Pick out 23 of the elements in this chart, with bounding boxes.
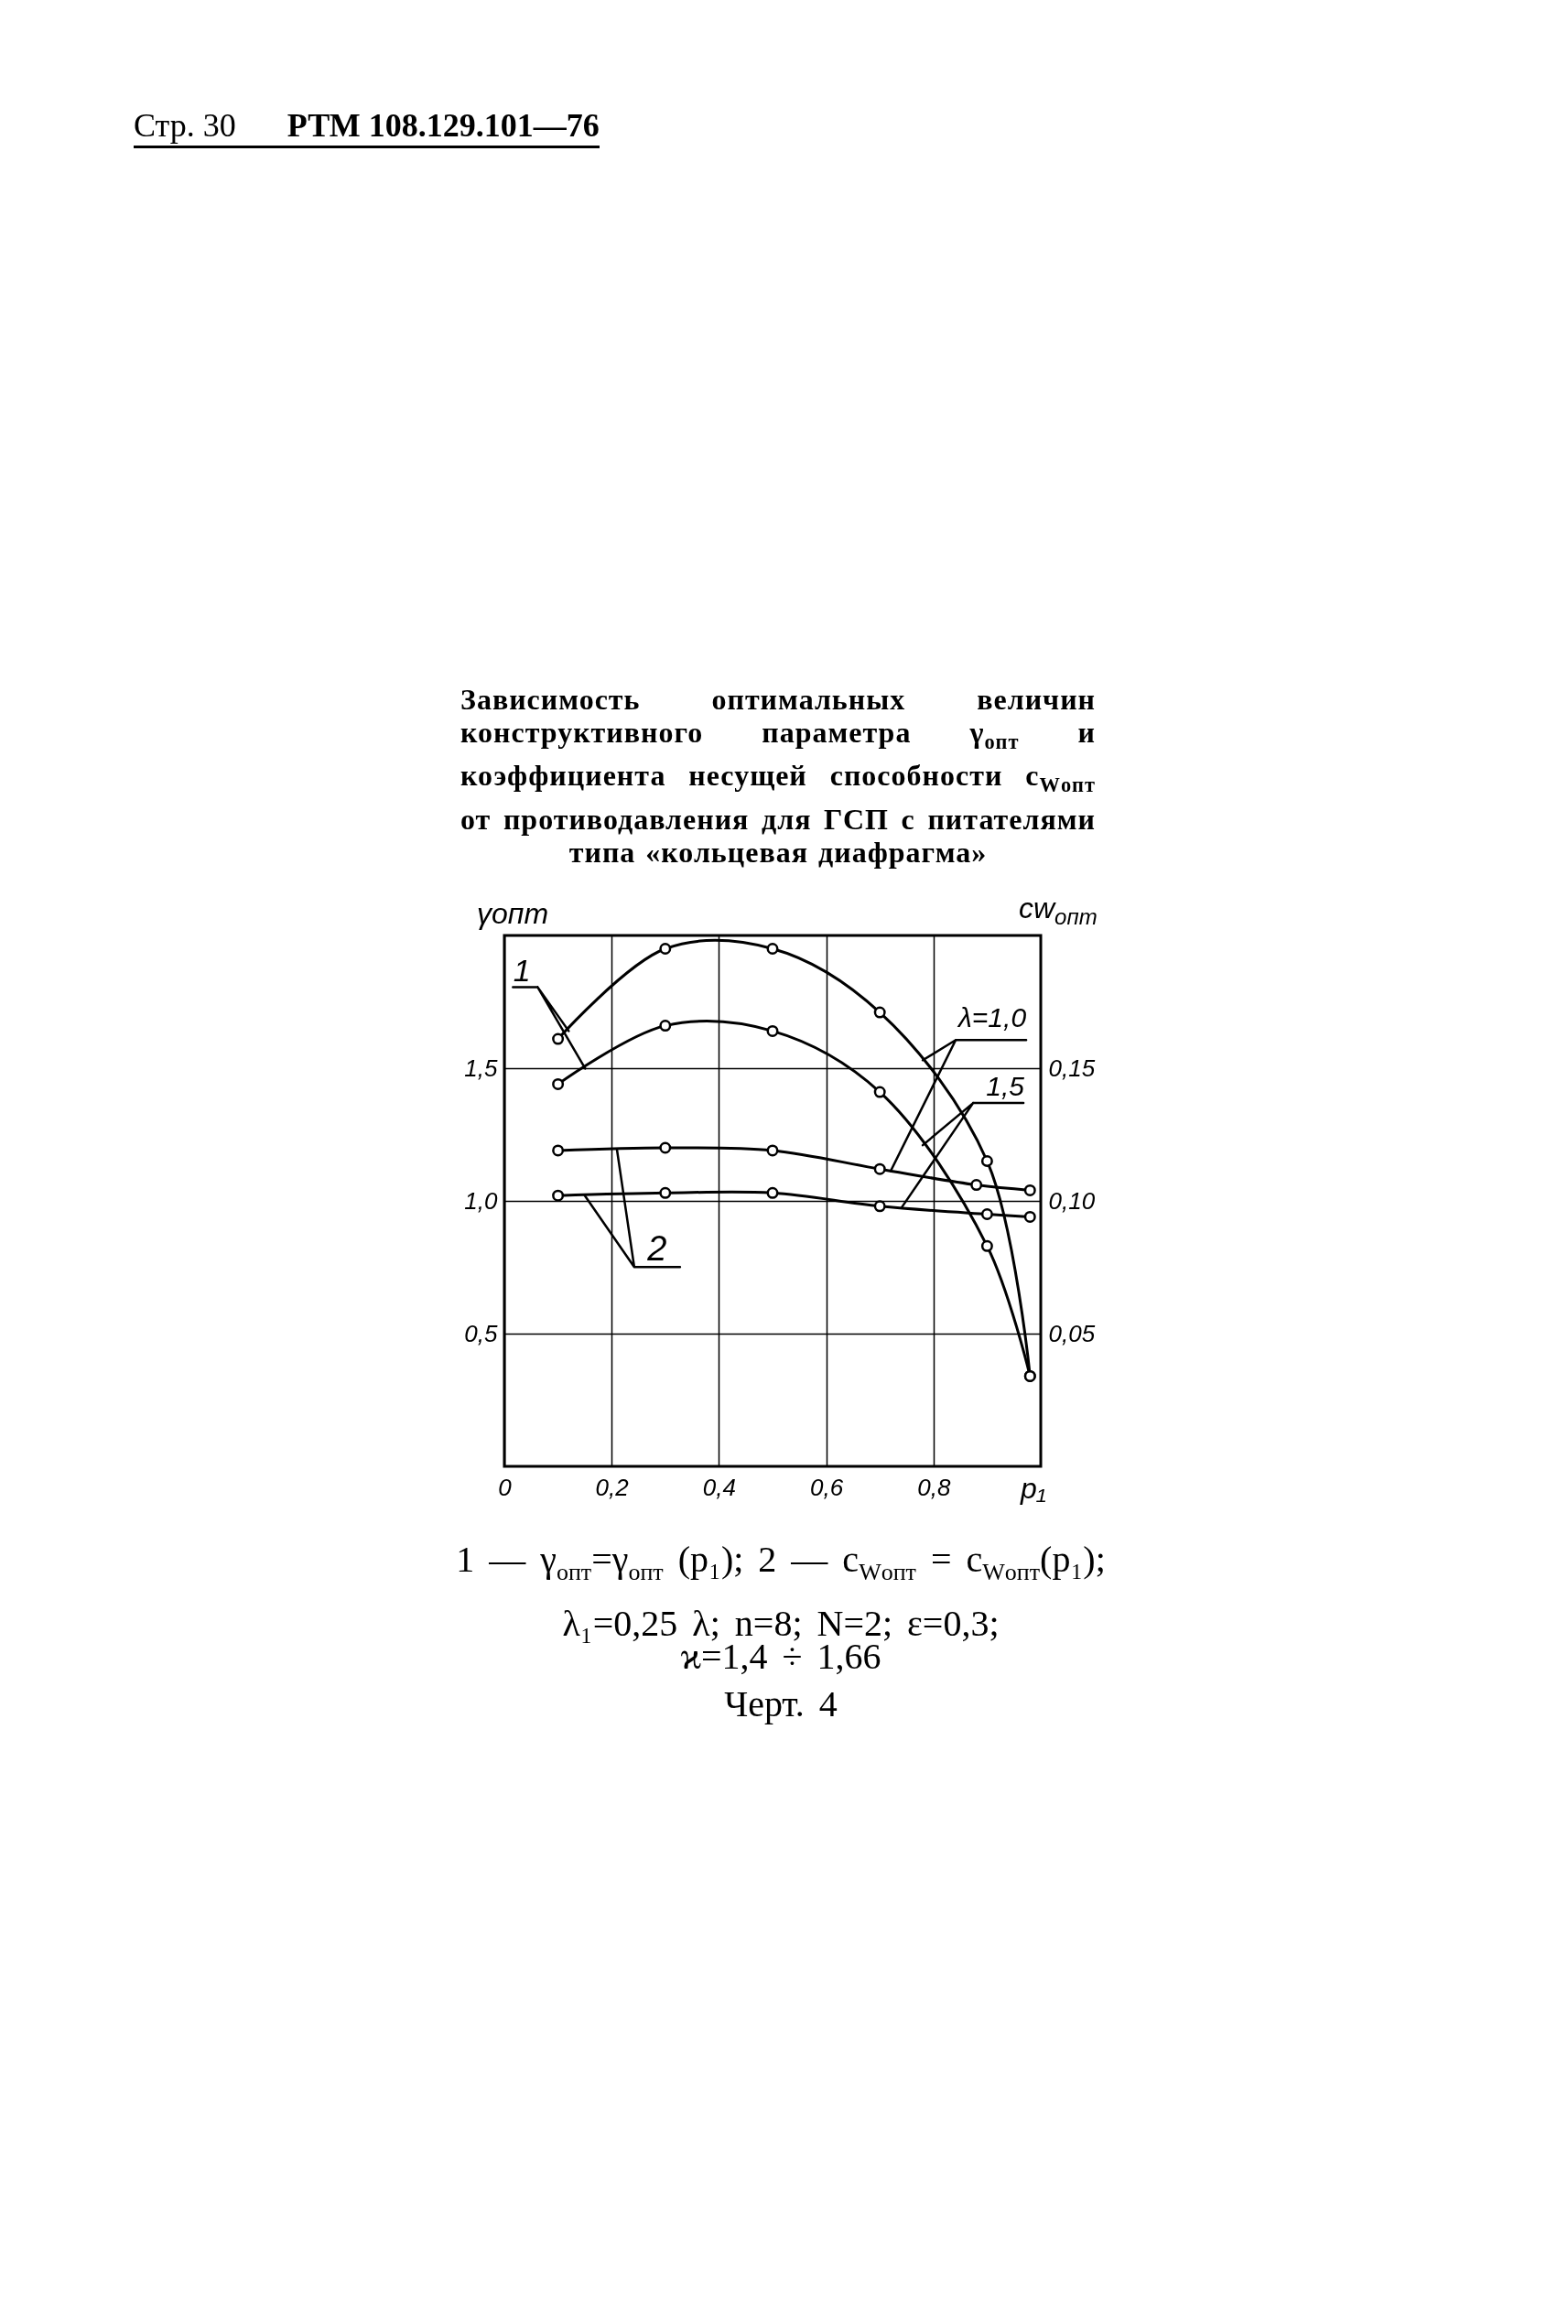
y2-tick-label: 0,10	[1048, 1186, 1096, 1215]
annotation: λ=1,0	[958, 1002, 1027, 1033]
x-tick-label: 0,4	[702, 1473, 736, 1501]
annotation: 2	[647, 1229, 667, 1269]
text: Стр. 30	[134, 106, 236, 145]
x-tick-label: 0,8	[917, 1473, 951, 1501]
text: РТМ 108.129.101—76	[287, 106, 600, 145]
x-axis-title: p₁	[1021, 1472, 1046, 1505]
x-tick-label: 0,2	[595, 1473, 630, 1501]
text: Черт. 4	[723, 1683, 838, 1724]
y-axis-title: γопт	[477, 897, 549, 930]
x-tick-label: 0,6	[810, 1473, 844, 1501]
x-tick-label: 0	[498, 1473, 513, 1501]
text: 1 — γ$_{опт}$=γ$_{опт}$ (p₁); 2 — c$_{Wопт}$ = c$_{Wопт}$(p₁);	[456, 1539, 1106, 1585]
y2-tick-label: 0,05	[1048, 1319, 1096, 1347]
y-tick-label: 1,0	[464, 1186, 499, 1215]
annotation: 1	[513, 953, 531, 989]
y-tick-label: 1,5	[464, 1054, 499, 1082]
chart-title: Зависимость оптимальных величин конструктивного параметра γ$_{опт}$ и коэффициента несущей способности c$_{Wопт}$ от противодавления для ГСП с питателями типа «кольцевая диафрагма»	[460, 683, 1097, 869]
y-tick-label: 0,5	[464, 1319, 499, 1347]
y2-tick-label: 0,15	[1048, 1054, 1096, 1082]
annotation: 1,5	[986, 1071, 1024, 1102]
y2-axis-title: cw$_{опт}$	[1019, 892, 1098, 932]
